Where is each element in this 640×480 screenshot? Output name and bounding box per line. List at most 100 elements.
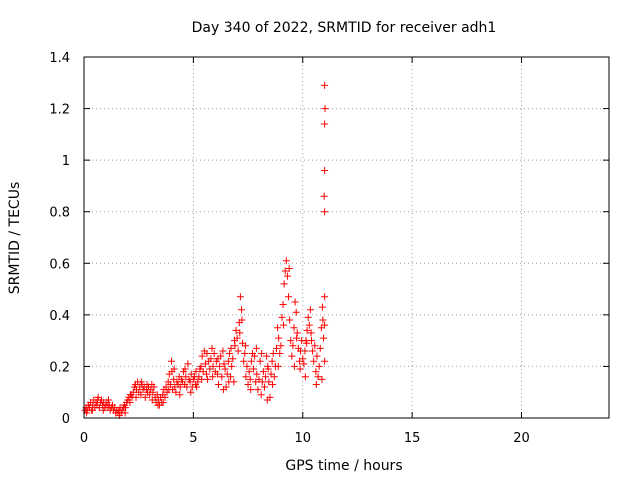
data-point — [320, 334, 328, 342]
data-point — [168, 357, 175, 365]
data-point — [287, 337, 295, 345]
data-point — [229, 355, 237, 363]
data-point — [321, 357, 329, 365]
y-tick-label: 1.4 — [49, 51, 70, 66]
data-point — [303, 339, 311, 347]
data-point — [227, 373, 235, 381]
y-axis-label: SRMTID / TECUs — [7, 182, 23, 295]
data-point — [159, 399, 167, 407]
data-point — [312, 380, 320, 388]
data-point — [316, 344, 324, 352]
data-points — [81, 81, 329, 419]
data-point — [181, 365, 189, 373]
data-point — [309, 347, 317, 355]
data-point — [256, 357, 264, 365]
data-point — [241, 350, 249, 358]
data-point — [243, 362, 251, 370]
data-point — [319, 316, 327, 324]
data-point — [198, 352, 206, 360]
data-point — [253, 370, 261, 378]
data-point — [219, 347, 227, 355]
data-point — [310, 357, 318, 365]
data-point — [232, 326, 240, 334]
data-point — [278, 313, 286, 321]
x-tick-label: 0 — [80, 431, 88, 446]
y-tick-label: 0.6 — [49, 257, 70, 272]
data-point — [216, 362, 224, 370]
data-point — [279, 301, 287, 309]
data-point — [132, 393, 140, 401]
data-point — [307, 329, 315, 337]
data-point — [305, 321, 313, 329]
data-point — [263, 352, 271, 360]
data-point — [321, 105, 329, 113]
data-point — [165, 386, 173, 394]
data-point — [281, 267, 289, 275]
data-point — [292, 308, 300, 316]
data-point — [289, 342, 297, 350]
data-point — [236, 293, 244, 301]
data-point — [193, 383, 201, 391]
data-point — [168, 368, 176, 376]
data-point — [258, 350, 266, 358]
data-point — [293, 329, 301, 337]
x-tick-label: 5 — [189, 431, 197, 446]
data-point — [208, 344, 216, 352]
data-point — [258, 378, 266, 386]
plot-frame — [83, 56, 610, 419]
data-point — [273, 344, 280, 352]
data-point — [228, 362, 236, 370]
data-point — [265, 378, 273, 386]
data-point — [238, 316, 246, 324]
data-point — [242, 373, 250, 381]
data-point — [126, 399, 134, 407]
data-point — [148, 396, 156, 404]
data-point — [176, 391, 184, 399]
y-tick-label: 0.8 — [49, 206, 70, 221]
data-point — [184, 360, 192, 368]
data-point — [224, 357, 232, 365]
data-point — [141, 393, 149, 401]
data-point — [214, 355, 222, 363]
y-tick-label: 0.2 — [49, 360, 70, 375]
data-point — [161, 393, 169, 401]
data-point — [300, 360, 308, 368]
data-point — [260, 383, 268, 391]
x-tick-label: 20 — [513, 431, 530, 446]
data-point — [245, 368, 253, 376]
data-point — [299, 355, 307, 363]
data-point — [321, 293, 329, 301]
data-point — [94, 396, 102, 404]
data-point — [137, 378, 145, 386]
data-point — [321, 321, 329, 329]
data-point — [321, 81, 329, 89]
data-point — [209, 362, 217, 370]
data-point — [176, 383, 184, 391]
data-point — [269, 350, 277, 358]
y-tick-label: 1 — [62, 154, 70, 169]
data-point — [221, 365, 229, 373]
data-point — [276, 350, 284, 358]
data-point — [172, 388, 180, 396]
data-point — [274, 362, 282, 370]
data-point — [318, 375, 326, 383]
data-point — [238, 306, 245, 314]
data-point — [296, 365, 304, 373]
data-point — [283, 272, 291, 280]
data-point — [231, 337, 238, 345]
data-point — [254, 386, 262, 394]
data-point — [149, 388, 157, 396]
data-point — [154, 401, 162, 409]
data-point — [286, 316, 294, 324]
data-point — [290, 324, 298, 332]
data-point — [121, 409, 129, 417]
data-point — [321, 120, 329, 128]
data-point — [304, 313, 312, 321]
data-point — [220, 386, 228, 394]
data-point — [291, 298, 299, 306]
data-point — [150, 383, 158, 391]
data-point — [293, 334, 301, 342]
y-tick-label: 1.2 — [49, 103, 70, 118]
data-point — [227, 344, 235, 352]
data-point — [252, 344, 260, 352]
